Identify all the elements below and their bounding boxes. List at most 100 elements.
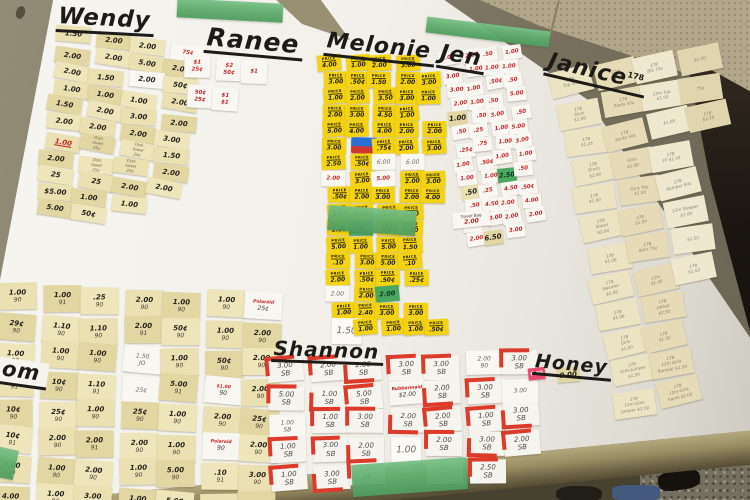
price-tag: PRICE .50¢ [375, 268, 401, 286]
price-tag: 2.00 90 [202, 405, 242, 435]
seller-name-shannon: Shannon [271, 336, 384, 366]
price-tag: 1.00 SB [267, 435, 307, 463]
price-tag: 178 12m Girls Jumper $1.50 [611, 387, 658, 420]
red-corner-mark [385, 353, 417, 375]
price-tag-header: PRICE [404, 171, 419, 178]
price-tag: 3.00 SB [466, 430, 505, 458]
price-tag: 1.00 SB [268, 463, 309, 492]
price-tag: 3.00 SB [464, 376, 504, 404]
price-tag: 6.00 [400, 153, 425, 170]
price-tag: 178 Shirt 75¢ [625, 230, 671, 263]
price-tag-header: PRICE [426, 172, 441, 178]
red-corner-mark [500, 408, 532, 430]
price-tag-header: PRICE [359, 254, 374, 260]
price-tag-header: PRICE [381, 254, 396, 260]
price-tag: 5.00 [370, 169, 396, 188]
price-tag: 178 Shirt $1.00 [556, 97, 603, 131]
price-tag: 1.00 [390, 436, 421, 463]
price-tag: 3.00 SB [420, 353, 460, 381]
price-tag: 1.00 [515, 145, 537, 163]
price-tag: 2.00 90 [119, 432, 159, 460]
price-tag-header: PRICE [425, 188, 440, 195]
price-tag-header: PRICE [409, 270, 424, 277]
price-tag-header: PRICE [349, 105, 364, 112]
price-tag: 178 12m Girls Pants $2.00 [655, 373, 703, 409]
price-tag-header: PRICE [375, 188, 390, 194]
price-tag-header: PRICE [426, 138, 441, 145]
price-tag-header: PRICE [400, 73, 415, 79]
janice-seller-number: 178 [626, 70, 645, 83]
price-tag: 50¢ 90 [204, 350, 243, 378]
price-tag: 3.00 [501, 378, 539, 404]
price-tag-header: PRICE [379, 303, 394, 310]
price-tag: 178 $1.00 [571, 181, 618, 214]
price-tag-header: PRICE [354, 188, 369, 194]
price-tag: 90 [237, 490, 276, 500]
price-tag: 1.00 [491, 148, 513, 165]
price-tag-header: PRICE [352, 237, 367, 244]
price-tag-header: PRICE [408, 304, 423, 310]
price-tag: 25¢ [121, 375, 161, 405]
price-tag-header: PRICE [330, 270, 345, 277]
red-corner-mark [268, 463, 300, 485]
price-tag: 2.50 SB [467, 457, 506, 484]
price-tag: 6.50 [482, 229, 504, 246]
red-corner-mark [311, 472, 343, 494]
price-tag-header: PRICE [381, 237, 396, 244]
price-tag: PRICE 2.50 [321, 153, 347, 171]
price-tag: 1.00 [500, 43, 522, 61]
price-tag: .50 [512, 160, 533, 177]
red-corner-mark [423, 429, 455, 449]
price-tag: .75 [471, 136, 493, 153]
price-tag: 1.00 SB [269, 414, 306, 439]
price-tag: $1.00 90 [202, 374, 244, 405]
price-tag: $1 [240, 60, 268, 85]
red-corner-mark [422, 405, 454, 427]
price-tag: 5.00 91 [158, 372, 199, 403]
price-tag-header: PRICE [327, 105, 342, 111]
price-tag: PRICE .50¢ [345, 71, 370, 88]
price-tag: 3.00 SB [345, 406, 384, 433]
price-tag: 2.00 90 [73, 458, 114, 489]
price-tag: PRICE 1.50 [366, 71, 391, 88]
price-tag: PRICE .10 [396, 251, 423, 271]
red-corner-mark [500, 427, 533, 450]
price-tag: 2.00 [46, 111, 83, 131]
red-corner-mark [464, 376, 495, 397]
red-corner-mark [310, 435, 341, 456]
price-tag: 29¢ 90 [0, 311, 37, 342]
red-corner-mark [266, 383, 297, 403]
red-corner-mark [343, 363, 375, 384]
price-tag: Travel Bag 2.00 [451, 209, 492, 230]
price-tag: $1 $1 [211, 86, 239, 112]
red-corner-mark [421, 386, 453, 407]
price-tag: $1.50 [676, 42, 724, 77]
price-tag: 12m Sleeper $1.00 [662, 194, 709, 229]
red-corner-mark [420, 353, 452, 374]
red-corner-mark [464, 404, 496, 426]
price-tag: 5.00 SB [266, 383, 305, 411]
price-tag-header: PRICE [404, 188, 419, 194]
price-tag: 5.00 [36, 197, 74, 219]
